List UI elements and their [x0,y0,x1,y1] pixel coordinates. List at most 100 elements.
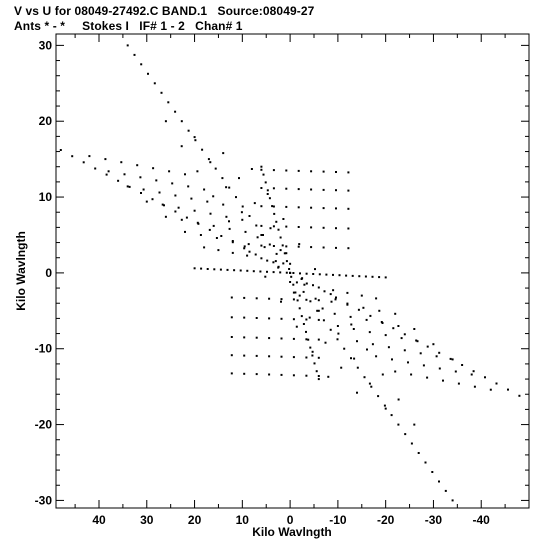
uv-point [394,312,397,315]
uv-point [283,252,286,255]
uv-point [272,225,275,228]
uv-point [327,375,330,378]
uv-point [310,246,313,249]
uv-point [461,364,464,366]
uv-point [346,303,349,306]
uv-point [82,161,85,164]
uv-point [410,442,413,445]
uv-point [140,192,142,194]
uv-point [268,317,271,320]
uv-point [378,276,381,279]
uv-point [363,376,366,379]
uv-point [404,433,407,436]
uv-point [206,268,209,270]
uv-point [298,307,301,310]
uv-point [449,357,452,360]
uv-point [255,373,258,376]
y-tick-label: 10 [39,190,53,204]
uv-point [196,221,199,224]
uv-point [222,152,225,155]
uv-point [230,296,233,299]
uv-point [136,164,139,167]
uv-point [167,101,170,104]
uv-point [470,373,473,376]
uv-point [292,337,295,340]
uv-point [297,245,300,248]
uv-point [275,252,278,255]
uv-point [365,318,368,321]
uv-point [266,193,269,195]
uv-point [489,388,492,391]
uv-point [207,158,210,161]
uv-point [243,354,246,357]
uv-point [305,272,308,275]
uv-point [377,395,380,398]
uv-point [435,355,438,358]
uv-point [383,404,386,407]
uv-point [193,136,196,139]
uv-point [424,461,427,464]
uv-point [260,187,263,189]
uv-point [432,343,435,346]
uv-point [285,271,288,274]
uv-point [209,212,212,215]
uv-point [228,220,230,223]
uv-point [107,170,110,173]
uv-point [292,374,295,377]
uv-point [203,246,206,249]
uv-point [281,244,284,247]
uv-point [349,315,352,318]
uv-point [104,158,107,161]
uv-point [340,366,343,369]
uv-point [255,297,258,300]
uv-point [298,243,301,246]
uv-point [322,207,325,210]
uv-point [233,269,236,272]
uv-point [325,273,328,276]
uv-point [123,173,126,176]
uv-point [305,282,308,285]
uv-point [322,170,325,173]
axis-ticks [56,34,529,508]
uv-point [260,224,263,227]
uv-point [271,205,274,208]
uv-point [403,349,406,352]
uv-point [222,203,225,206]
uv-point [260,165,263,168]
uv-point [451,499,454,502]
uv-point [323,290,326,293]
uv-point [308,316,311,319]
uv-point [300,315,303,318]
uv-point [350,323,353,326]
uv-point [151,198,154,201]
uv-point [225,186,228,189]
uv-point [244,230,247,233]
uv-point [368,382,371,385]
uv-point [335,189,337,192]
uv-point [160,91,163,94]
uv-point [444,489,447,492]
uv-point [438,480,440,483]
uv-point [416,340,419,343]
uv-point [305,318,308,321]
uv-point [305,356,308,359]
uv-point [397,325,400,327]
y-tick-label: -30 [35,493,53,507]
uv-point [322,226,325,229]
uv-point [266,189,269,192]
uv-point [296,299,299,302]
uv-point [272,261,275,264]
uv-point [381,373,384,376]
x-tick-label: -10 [329,513,347,527]
uv-point [213,268,216,271]
uv-point [212,195,215,198]
uv-point [241,205,244,208]
uv-point [292,283,295,286]
x-tick-label: -30 [425,513,443,527]
uv-point [277,266,280,269]
uv-point [230,372,233,375]
uv-point [243,372,246,375]
uv-point [252,270,255,273]
uv-point [322,319,325,322]
uv-point [303,283,306,286]
